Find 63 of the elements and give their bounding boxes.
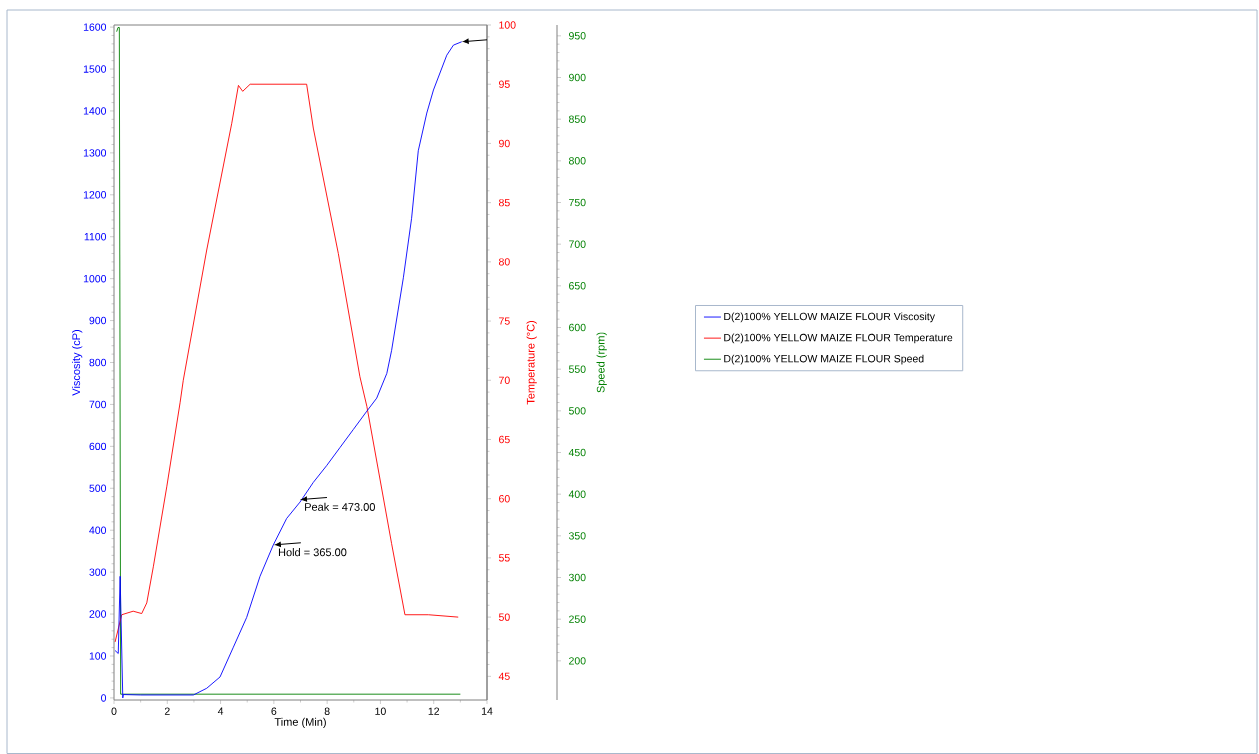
y-tick-label: 900 [89, 316, 107, 325]
y3-tick-label: 250 [569, 615, 586, 623]
y2-tick-label: 45 [498, 672, 510, 680]
y3-tick-label: 850 [568, 115, 586, 123]
annotation: Peak = 473.00 [305, 502, 375, 511]
y3-tick-label: 950 [569, 32, 586, 40]
y2-tick-label: 100 [499, 21, 516, 29]
y2-tick-label: 95 [499, 80, 510, 88]
y3-tick-label: 200 [569, 657, 586, 665]
x-axis-title: Time (Min) [274, 717, 326, 729]
y3-tick-label: 550 [568, 365, 586, 373]
y2-axis-title: Temperature (°C) [526, 320, 537, 405]
y-tick-label: 1200 [83, 191, 107, 199]
x-tick-label: 14 [481, 707, 493, 715]
y3-tick-label: 900 [569, 73, 586, 82]
y-tick-label: 100 [89, 652, 107, 660]
x-tick-label: 10 [375, 707, 386, 715]
y2-tick-label: 85 [498, 198, 510, 207]
x-tick-label: 2 [164, 707, 170, 715]
line-series [114, 83, 459, 643]
y-tick-label: 1100 [84, 233, 107, 241]
x-tick-label: 0 [111, 707, 117, 715]
y3-tick-label: 750 [569, 198, 586, 207]
y-tick-label: 300 [89, 568, 107, 576]
y-axis-title: Viscosity (cP) [72, 329, 83, 396]
y3-tick-label: 400 [568, 490, 586, 498]
y-tick-label: 1500 [83, 65, 107, 73]
y-tick-label: 1300 [83, 149, 107, 157]
y3-axis-title: Speed (rpm) [596, 332, 607, 393]
legend-label: D(2)100% YELLOW MAIZE FLOUR Viscosity [724, 312, 935, 323]
y3-tick-label: 700 [569, 240, 586, 248]
y2-tick-label: 55 [498, 554, 510, 562]
y3-tick-label: 450 [568, 448, 586, 457]
x-tick-label: 6 [271, 707, 277, 715]
x-tick-label: 8 [324, 707, 330, 715]
y2-tick-label: 60 [499, 494, 510, 503]
y2-tick-label: 90 [499, 139, 510, 148]
y-tick-label: 200 [89, 610, 107, 618]
y-tick-label: 1600 [83, 23, 107, 31]
y2-tick-label: 80 [498, 258, 510, 266]
y2-tick-label: 65 [499, 435, 510, 444]
y3-tick-label: 800 [568, 157, 586, 165]
y-tick-label: 500 [89, 484, 107, 493]
y3-tick-label: 500 [568, 407, 586, 415]
x-tick-label: 12 [428, 707, 440, 715]
annotation: Hold = 365.00 [278, 548, 347, 557]
y-tick-label: 800 [89, 358, 107, 367]
y-tick-label: 1400 [83, 107, 107, 115]
y3-tick-label: 650 [569, 282, 586, 290]
y3-tick-label: 300 [568, 573, 586, 582]
y2-tick-label: 75 [499, 317, 510, 325]
y3-tick-label: 600 [569, 323, 586, 332]
y2-tick-label: 50 [498, 613, 510, 621]
y-tick-label: 0 [101, 694, 107, 702]
y2-tick-label: 70 [499, 376, 510, 384]
x-tick-label: 4 [217, 707, 224, 715]
y3-tick-label: 350 [568, 532, 586, 540]
y-tick-label: 1000 [83, 274, 107, 283]
y-tick-label: 600 [89, 442, 107, 451]
legend-label: D(2)100% YELLOW MAIZE FLOUR Temperature [724, 333, 953, 344]
y-tick-label: 700 [89, 400, 107, 409]
y-tick-label: 400 [89, 526, 107, 534]
legend-label: D(2)100% YELLOW MAIZE FLOUR Speed [724, 354, 924, 365]
